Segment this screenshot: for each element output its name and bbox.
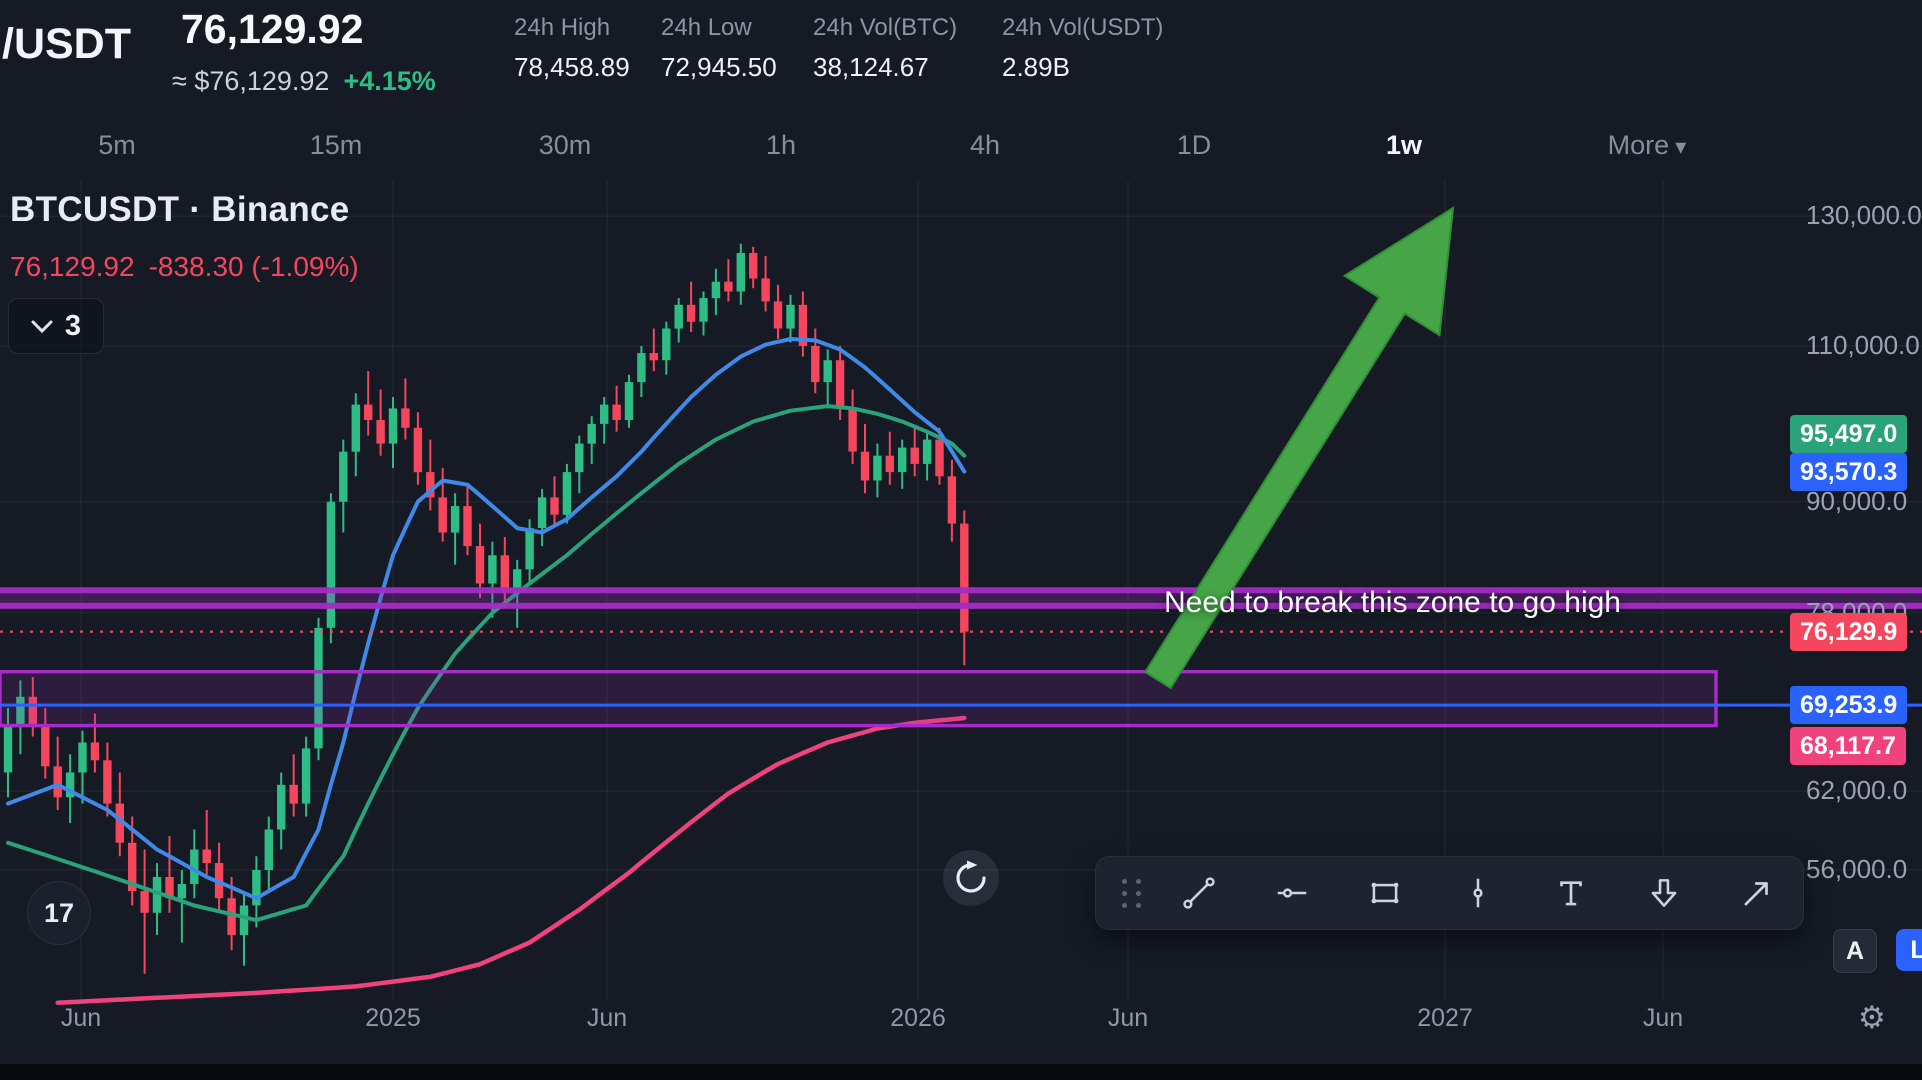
timeframe-tab-1w[interactable]: 1w (1385, 130, 1423, 160)
tool-text-icon[interactable] (1524, 857, 1617, 929)
timeframe-tab-15m[interactable]: 15m (309, 130, 363, 160)
timeframe-tab-4h[interactable]: 4h (969, 130, 1001, 160)
price-axis-label: 62,000.0 (1806, 775, 1908, 805)
stat-label: 24h Vol(BTC) (813, 14, 958, 41)
auto-scale-button[interactable]: A (1833, 929, 1877, 973)
tool-horizontal-ray-icon[interactable] (1245, 857, 1338, 929)
stat-label: 24h Vol(USDT) (1002, 14, 1164, 41)
tool-arrow-marker-down-icon[interactable] (1617, 857, 1710, 929)
timeframe-tabs: 5m 15m 30m 1h 4h 1D 1w More ▾ (0, 125, 1922, 165)
stat-value: 72,945.50 (661, 52, 777, 82)
price-badge-red: 76,129.9 (1790, 613, 1908, 651)
stat-value: 38,124.67 (813, 52, 929, 82)
refresh-button[interactable] (943, 850, 999, 906)
stat-value: 78,458.89 (514, 52, 630, 82)
chart-price-change: 76,129.92 -838.30 (-1.09%) (10, 251, 373, 283)
chevron-down-icon: ▾ (1669, 134, 1687, 159)
timeframe-tab-1h[interactable]: 1h (765, 130, 797, 160)
stat-label: 24h High (514, 14, 611, 41)
refresh-icon (956, 860, 986, 893)
approx-price-row: ≈ $76,129.92 +4.15% (172, 66, 436, 97)
last-price: 76,129.92 (181, 6, 364, 52)
indicators-collapse-chip[interactable]: 3 (8, 298, 104, 354)
price-badge-pink: 68,117.7 (1790, 727, 1906, 765)
tool-rectangle-icon[interactable] (1338, 857, 1431, 929)
chevron-down-icon (31, 320, 53, 333)
price-axis-label: 130,000.0 (1806, 200, 1922, 230)
stat-24h-low: 24h Low 72,945.50 (661, 14, 777, 83)
chart-annotation-text[interactable]: Need to break this zone to go high (1164, 586, 1621, 619)
time-axis-label: Jun (1642, 1004, 1684, 1032)
price-axis-label: 110,000.0 (1806, 330, 1920, 360)
bottom-strip (0, 1064, 1922, 1080)
tradingview-logo[interactable]: 17 (27, 881, 91, 945)
time-axis-label: Jun (1107, 1004, 1149, 1032)
price-badge-teal: 95,497.0 (1790, 415, 1908, 453)
stat-24h-high: 24h High 78,458.89 (514, 14, 630, 83)
timeframe-tab-1d[interactable]: 1D (1176, 130, 1212, 160)
toolbar-drag-handle-icon[interactable] (1112, 878, 1152, 908)
chart-change: -838.30 (-1.09%) (148, 251, 359, 282)
stat-label: 24h Low (661, 14, 752, 41)
price-axis-label: 56,000.0 (1806, 854, 1908, 884)
change-24h: +4.15% (343, 66, 436, 96)
stat-24h-vol-btc-: 24h Vol(BTC) 38,124.67 (813, 14, 957, 83)
time-axis-label: 2025 (365, 1004, 421, 1032)
drawing-toolbar (1095, 856, 1804, 930)
tool-vertical-line-icon[interactable] (1431, 857, 1524, 929)
timeframe-tab-more[interactable]: More ▾ (1607, 130, 1687, 160)
time-axis-label: Jun (586, 1004, 628, 1032)
timeframe-tab-30m[interactable]: 30m (538, 130, 592, 160)
gear-icon[interactable]: ⚙ (1858, 1000, 1886, 1035)
log-scale-button[interactable]: L (1896, 929, 1922, 971)
indicator-count: 3 (64, 309, 82, 342)
price-badge-blue: 93,570.3 (1790, 453, 1908, 491)
timeframe-tab-5m[interactable]: 5m (98, 130, 136, 160)
price-axis-label: 90,000.0 (1806, 486, 1908, 516)
time-axis-label: 2026 (890, 1004, 946, 1032)
stat-value: 2.89B (1002, 52, 1070, 82)
pair-title: /USDT (2, 20, 131, 68)
chart-symbol-label: BTCUSDT · Binance (10, 190, 350, 229)
approx-price: ≈ $76,129.92 (172, 66, 330, 96)
chart-last-price: 76,129.92 (10, 251, 135, 282)
price-badge-blue: 69,253.9 (1790, 686, 1908, 724)
tool-arrow-ray-icon[interactable] (1710, 857, 1803, 929)
time-axis-label: Jun (60, 1004, 102, 1032)
stat-24h-vol-usdt-: 24h Vol(USDT) 2.89B (1002, 14, 1163, 83)
time-axis-label: 2027 (1417, 1004, 1473, 1032)
tool-trend-line-icon[interactable] (1152, 857, 1245, 929)
